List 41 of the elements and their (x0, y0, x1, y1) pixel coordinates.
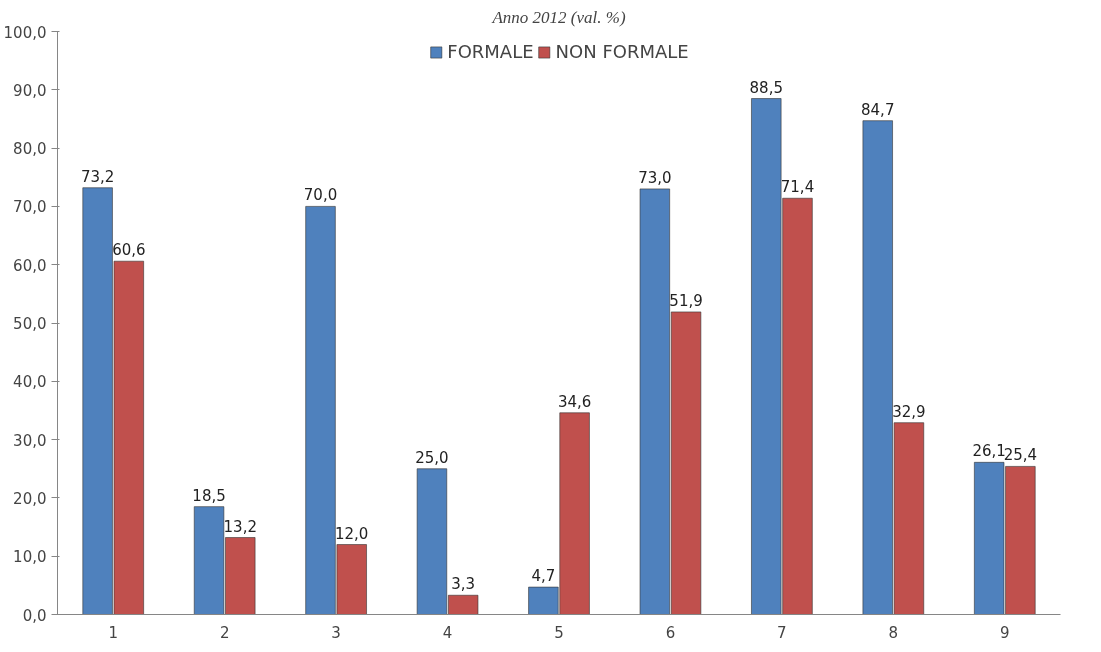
y-tick-label: 40,0 (13, 373, 47, 392)
x-tick-label: 8 (888, 623, 899, 642)
data-label: 12,0 (335, 524, 369, 543)
x-tick-label: 2 (219, 623, 230, 642)
y-tick-label: 50,0 (13, 315, 47, 333)
data-label: 13,2 (223, 517, 257, 536)
x-tick-label: 1 (108, 623, 118, 642)
data-label: 18,5 (192, 486, 226, 505)
legend-label: NON FORMALE (555, 41, 689, 62)
y-tick-label: 10,0 (13, 548, 47, 567)
y-tick-label: 60,0 (13, 256, 47, 275)
y-tick-label: 0,0 (22, 606, 47, 625)
y-tick-label: 90,0 (13, 81, 47, 100)
x-tick-label: 4 (442, 623, 453, 642)
data-label: 51,9 (669, 291, 703, 310)
data-label: 26,1 (972, 442, 1006, 461)
y-tick-label: 20,0 (13, 489, 47, 508)
y-tick-label: 70,0 (13, 198, 47, 217)
y-tick-label: 30,0 (13, 431, 47, 450)
data-label: 4,7 (531, 567, 556, 586)
legend-label: FORMALE (447, 41, 534, 62)
data-label: 70,0 (303, 186, 338, 205)
data-label: 73,2 (80, 167, 115, 186)
data-label: 25,0 (415, 448, 449, 467)
x-tick-label: 3 (331, 623, 341, 642)
data-label: 84,7 (861, 100, 895, 119)
data-label: 73,0 (638, 168, 672, 187)
data-label: 88,5 (749, 78, 783, 97)
data-label: 71,4 (780, 178, 815, 197)
y-tick-label: 80,0 (13, 140, 47, 159)
data-label: 32,9 (892, 402, 926, 421)
x-tick-label: 7 (777, 623, 787, 642)
data-label: 3,3 (451, 575, 476, 594)
x-tick-label: 6 (665, 623, 676, 642)
y-tick-label: 100,0 (3, 23, 47, 42)
data-label: 34,6 (557, 392, 592, 411)
data-label: 60,6 (112, 241, 146, 260)
data-label: 25,4 (1003, 446, 1038, 465)
chart-title: Anno 2012 (val. %) (491, 7, 626, 27)
x-tick-label: 9 (1000, 623, 1010, 642)
x-tick-label: 5 (554, 623, 564, 642)
